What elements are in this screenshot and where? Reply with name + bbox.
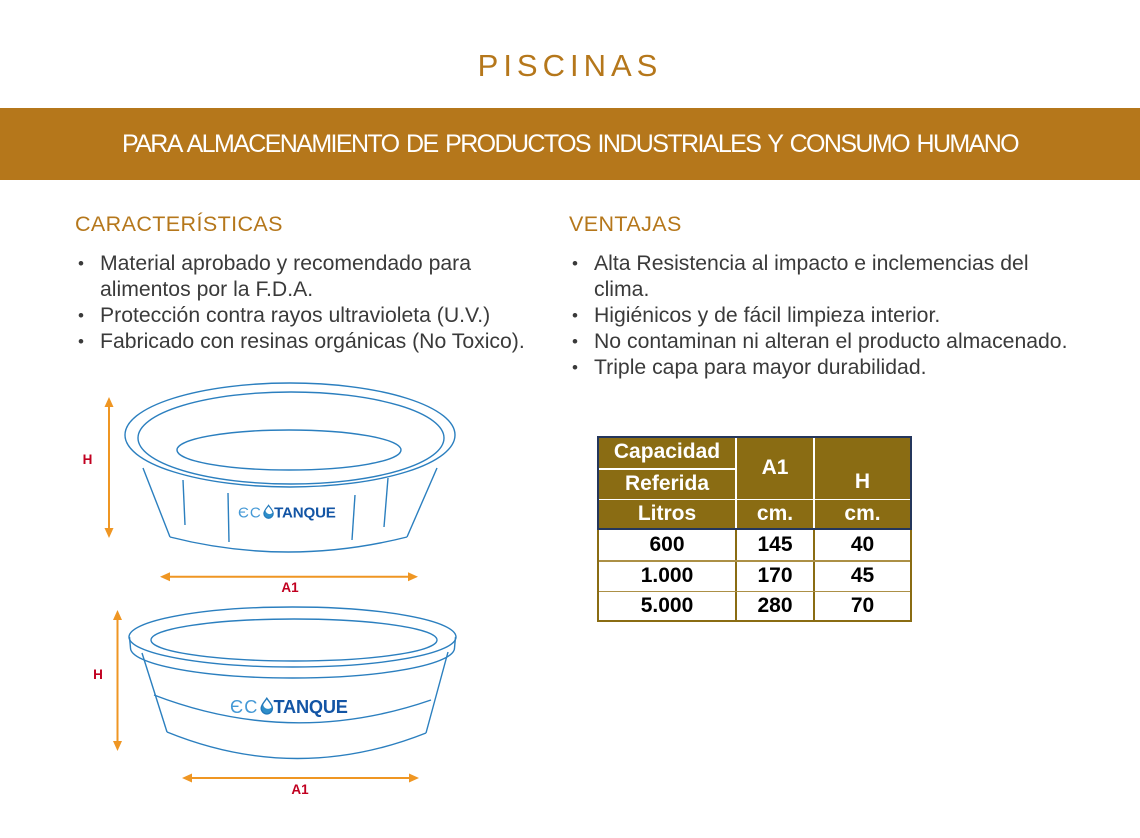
svg-text:H: H bbox=[93, 667, 103, 682]
svg-text:A1: A1 bbox=[291, 782, 309, 797]
svg-text:H: H bbox=[83, 452, 93, 467]
svg-text:ЄC: ЄC bbox=[238, 505, 262, 522]
svg-text:ЄC: ЄC bbox=[230, 697, 259, 717]
svg-text:TANQUE: TANQUE bbox=[274, 697, 348, 717]
svg-text:TANQUE: TANQUE bbox=[274, 505, 336, 522]
svg-text:A1: A1 bbox=[281, 580, 299, 595]
